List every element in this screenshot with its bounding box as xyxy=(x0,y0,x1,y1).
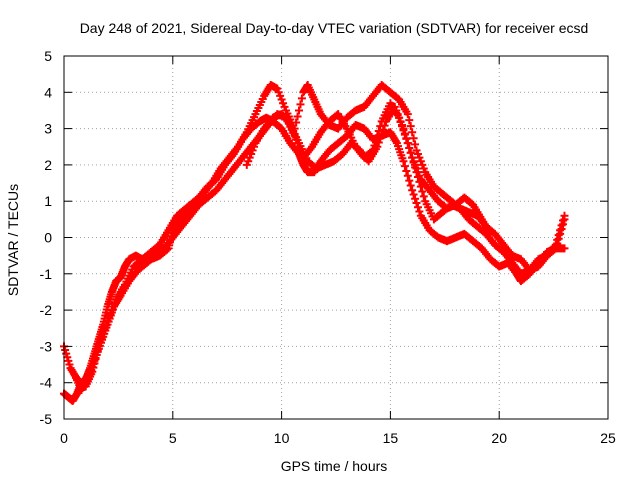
y-tick-label: 1 xyxy=(44,193,52,209)
interp-point xyxy=(419,192,428,201)
interp-point xyxy=(292,118,301,127)
interp-point xyxy=(418,187,427,196)
interp-point xyxy=(554,234,563,243)
interp-point xyxy=(295,106,304,115)
interp-point xyxy=(406,148,415,157)
interp-point xyxy=(559,220,568,229)
interp-point xyxy=(400,129,409,138)
grid-lines xyxy=(64,56,608,419)
interp-point xyxy=(411,140,420,149)
x-tick-label: 0 xyxy=(60,430,68,446)
interp-point xyxy=(403,139,412,148)
interp-point xyxy=(403,171,412,180)
series-trace-a xyxy=(60,113,569,405)
y-tick-label: 0 xyxy=(44,230,52,246)
series-trace-d xyxy=(242,102,495,238)
interp-point xyxy=(405,176,414,185)
y-tick-label: -5 xyxy=(40,411,53,427)
x-axis-label: GPS time / hours xyxy=(281,458,388,474)
interp-point xyxy=(400,162,409,171)
data-point xyxy=(399,124,408,133)
interp-point xyxy=(402,134,411,143)
x-tick-label: 5 xyxy=(169,430,177,446)
series-trace-c xyxy=(70,99,569,394)
interp-point xyxy=(374,138,383,147)
interp-point xyxy=(380,121,389,130)
interp-point xyxy=(405,143,414,152)
interp-point xyxy=(409,190,418,199)
interp-point xyxy=(413,203,422,212)
y-tick-label: -3 xyxy=(40,338,53,354)
interp-point xyxy=(408,128,417,137)
x-tick-label: 15 xyxy=(383,430,399,446)
interp-point xyxy=(412,199,421,208)
interp-point xyxy=(377,130,386,139)
x-tick-label: 10 xyxy=(274,430,290,446)
x-tick-label: 25 xyxy=(600,430,616,446)
y-tick-label: -4 xyxy=(40,375,53,391)
chart-title: Day 248 of 2021, Sidereal Day-to-day VTE… xyxy=(80,20,589,36)
interp-point xyxy=(402,166,411,175)
y-axis-label: SDTVAR / TECUs xyxy=(5,184,21,296)
data-point xyxy=(408,186,417,195)
interp-point xyxy=(553,239,562,248)
data-point xyxy=(560,244,569,253)
series-trace-b xyxy=(60,81,569,391)
y-tick-label: 5 xyxy=(44,48,52,64)
interp-point xyxy=(550,245,559,254)
interp-point xyxy=(376,134,385,143)
data-point xyxy=(486,229,495,238)
y-tick-label: -1 xyxy=(40,266,53,282)
interp-point xyxy=(557,225,566,234)
interp-point xyxy=(415,207,424,216)
plot-points xyxy=(60,81,569,405)
interp-point xyxy=(379,125,388,134)
interp-point xyxy=(406,122,415,131)
y-tick-label: 3 xyxy=(44,121,52,137)
interp-point xyxy=(406,181,415,190)
data-point xyxy=(560,215,569,224)
interp-point xyxy=(296,100,305,109)
y-tick-label: 4 xyxy=(44,84,52,100)
data-point xyxy=(373,142,382,151)
interp-point xyxy=(293,112,302,121)
interp-point xyxy=(297,94,306,103)
interp-point xyxy=(411,194,420,203)
y-axis: -5 -4 -3 -2 -1 0 1 2 3 4 5 xyxy=(40,48,608,427)
data-point xyxy=(403,110,412,119)
interp-point xyxy=(409,134,418,143)
x-tick-label: 20 xyxy=(491,430,507,446)
y-tick-label: 2 xyxy=(44,157,52,173)
interp-point xyxy=(405,116,414,125)
interp-point xyxy=(556,229,565,238)
data-point xyxy=(399,157,408,166)
data-point xyxy=(551,244,560,253)
x-axis: 0 5 10 15 20 25 xyxy=(60,56,616,446)
y-tick-label: -2 xyxy=(40,302,53,318)
